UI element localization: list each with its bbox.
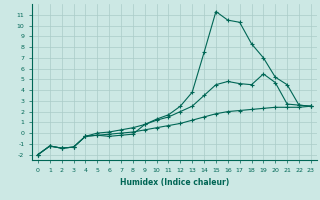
X-axis label: Humidex (Indice chaleur): Humidex (Indice chaleur)	[120, 178, 229, 187]
